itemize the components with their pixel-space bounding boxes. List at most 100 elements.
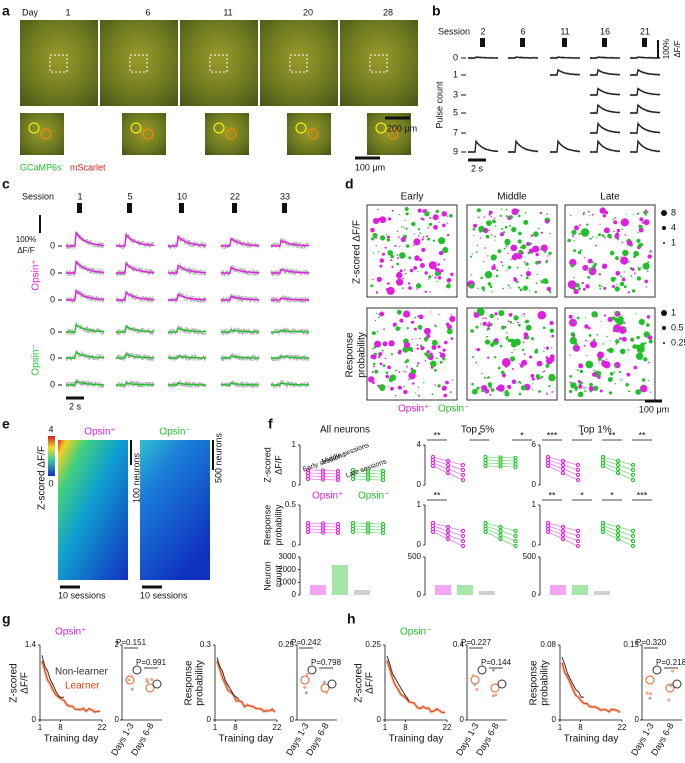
cell-dot: [523, 315, 525, 317]
trace-mean: [271, 239, 309, 247]
cell-dot: [488, 321, 491, 323]
cell-dot: [427, 227, 430, 229]
session-line: [352, 478, 384, 481]
cell-dot: [518, 380, 521, 384]
cell-dot: [510, 341, 517, 348]
session-line: [602, 462, 634, 476]
session-point: [460, 538, 466, 544]
label: Z-scored ΔF/F: [37, 446, 48, 510]
trace-trial: [220, 237, 260, 249]
session-point: [513, 528, 518, 534]
session-point: [380, 530, 386, 536]
session-point: [513, 533, 518, 539]
cell-dot: [599, 207, 606, 214]
stim-marker: [480, 38, 485, 47]
cell-dot: [518, 323, 521, 327]
cell-dot: [639, 217, 644, 222]
session-line: [307, 472, 339, 475]
p-value: P=0.218: [656, 658, 685, 667]
session-point: [460, 533, 466, 539]
cell-dot: [504, 240, 510, 246]
cell-dot: [446, 283, 451, 289]
cell-dot: [487, 282, 492, 286]
cell-dot: [406, 365, 408, 368]
cell-dot: [549, 328, 554, 333]
session-line: [432, 531, 464, 547]
cell-dot: [430, 360, 437, 368]
cell-dot: [419, 232, 421, 234]
cell-dot: [545, 363, 550, 368]
p-value: P=0.151: [116, 638, 147, 647]
cell-dot: [413, 233, 415, 235]
animal-point: [667, 698, 671, 702]
cell-dot: [543, 350, 545, 352]
cell-dot: [382, 364, 386, 367]
cell-dot: [450, 314, 452, 316]
cell-dot: [598, 284, 601, 287]
cell-dot: [408, 378, 410, 381]
cell-dot: [567, 238, 571, 243]
cell-dot: [574, 342, 578, 346]
cell-dot: [377, 217, 382, 222]
cell-dot: [537, 227, 540, 230]
trace-mean: [66, 351, 104, 359]
column-title: Late: [600, 192, 620, 203]
cell-dot: [484, 271, 493, 279]
cell-dot: [371, 371, 374, 373]
inset-image: [205, 113, 249, 155]
cell-dot: [577, 391, 584, 398]
cell-dot: [473, 312, 480, 319]
cell-dot: [398, 236, 400, 238]
tick-label: 0: [532, 590, 537, 599]
cell-dot: [624, 234, 627, 236]
label: Opsin⁻: [31, 344, 42, 375]
tick-label: 0: [115, 715, 120, 724]
cell-dot: [379, 258, 385, 263]
cell-dot: [577, 380, 581, 383]
nonlearner-line: [41, 655, 65, 699]
session-point: [615, 458, 621, 464]
cell-dot: [404, 207, 409, 211]
cell-dot: [431, 274, 433, 276]
cell-dot: [493, 340, 495, 342]
trace-mean: [271, 268, 309, 274]
cell-dot: [387, 365, 391, 370]
cell-dot: [618, 370, 622, 374]
cell-dot: [592, 372, 597, 377]
trace-trial: [65, 321, 105, 335]
session-point: [575, 543, 581, 549]
session-point: [575, 477, 581, 483]
inset-image: [122, 113, 166, 155]
cell-dot: [507, 252, 509, 254]
cell-dot: [510, 258, 512, 261]
trace-mean: [221, 266, 259, 274]
tick-label: 0: [532, 480, 537, 489]
legend-label: 1: [671, 237, 676, 247]
session-line: [307, 478, 339, 481]
cell-dot: [429, 291, 431, 293]
cell-dot: [616, 228, 621, 233]
cell-dot: [385, 371, 389, 375]
trace-trial: [589, 69, 621, 77]
cell-dot: [615, 256, 619, 261]
cell-dot: [603, 236, 606, 239]
cell: [295, 122, 307, 134]
cell-dot: [540, 377, 542, 380]
session-point: [575, 538, 581, 544]
cell-dot: [387, 282, 390, 285]
cell-dot: [576, 369, 579, 372]
cell-dot: [525, 319, 529, 324]
cell-dot: [622, 314, 624, 316]
cell-dot: [530, 373, 535, 378]
session-line: [485, 462, 516, 465]
session-line: [602, 525, 634, 537]
cell-dot: [490, 272, 492, 274]
session-point: [630, 472, 636, 478]
trace-trial: [115, 290, 155, 304]
cell-dot: [617, 316, 624, 322]
cell-dot: [447, 233, 450, 237]
cell-dot: [434, 368, 437, 372]
animal-point: [130, 675, 134, 679]
session-line: [352, 475, 384, 478]
